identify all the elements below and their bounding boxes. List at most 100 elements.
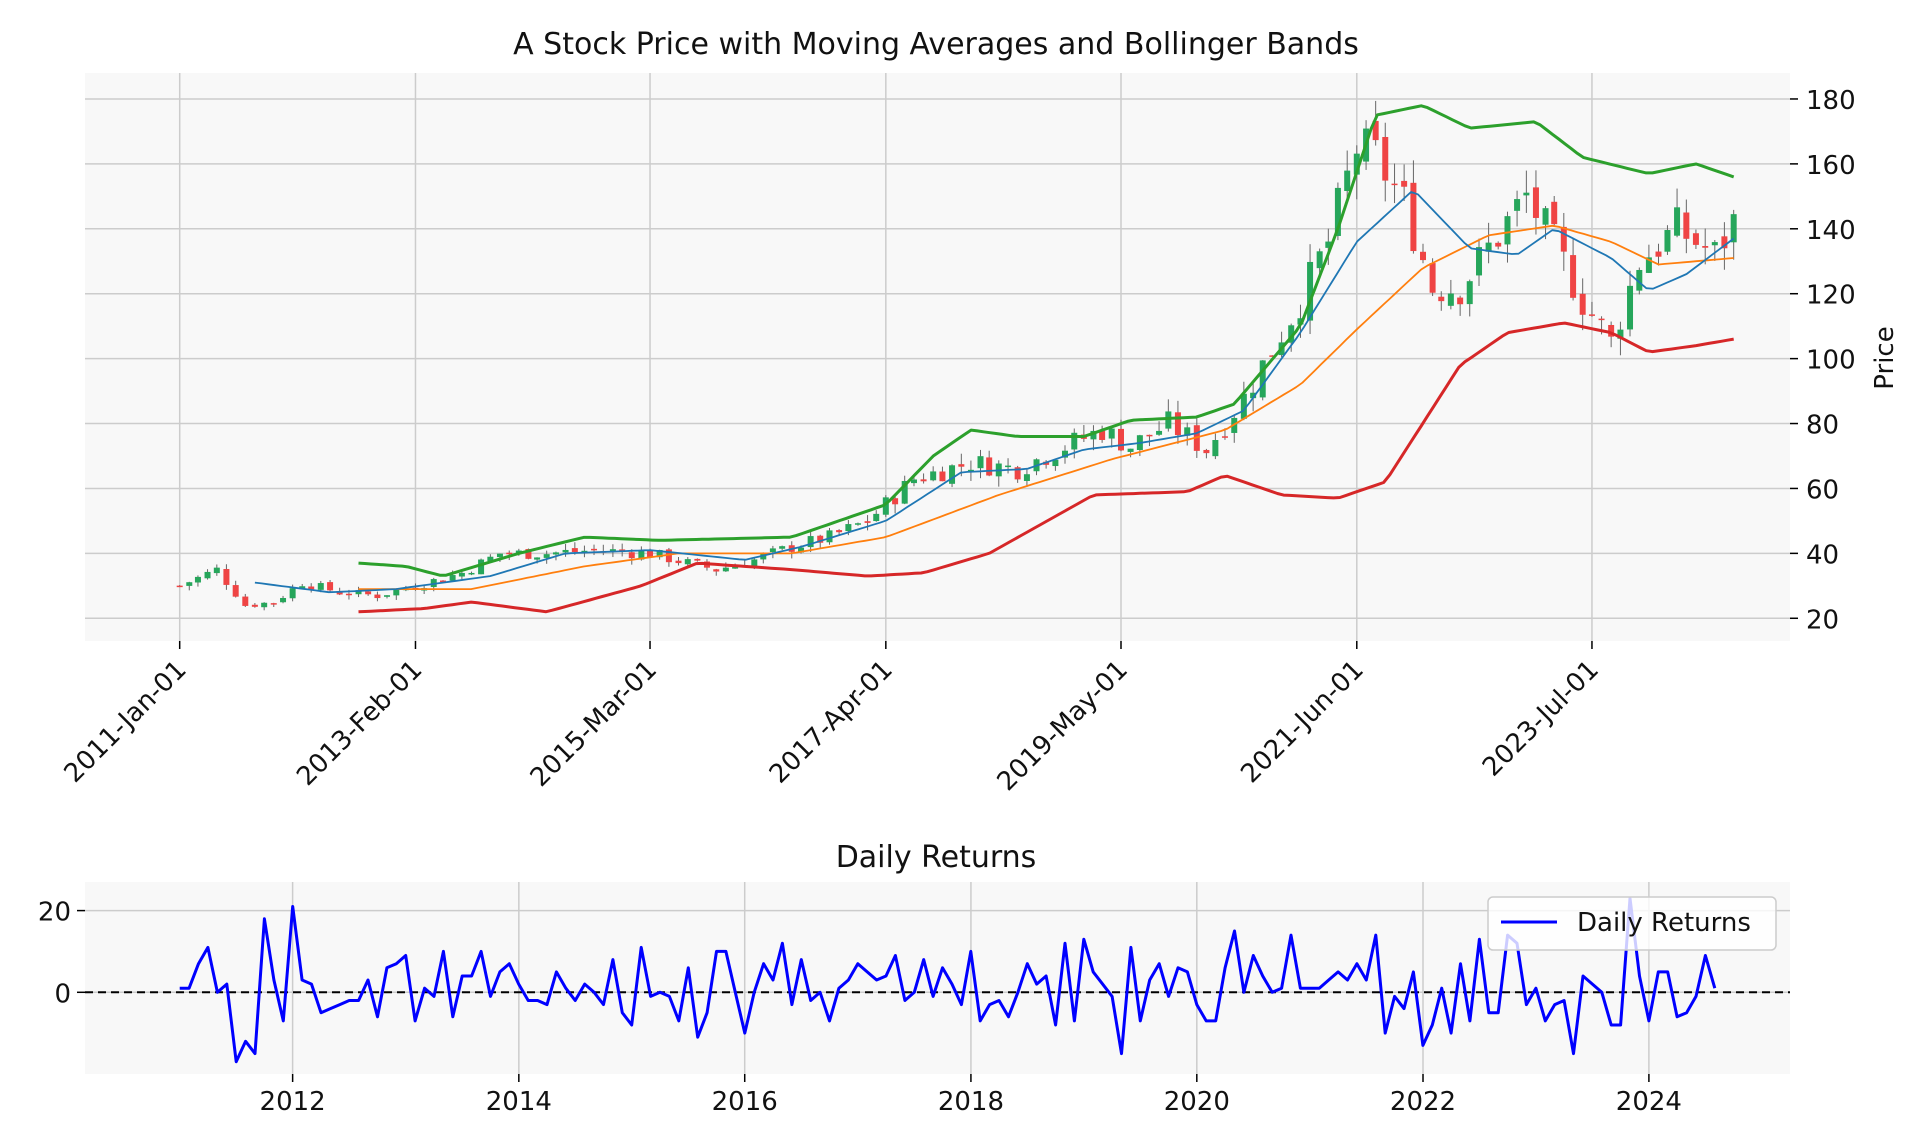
candle-body <box>345 593 352 596</box>
candle-body <box>261 602 268 608</box>
price-x-tick-label: 2019-May-01 <box>992 655 1134 797</box>
candle-body <box>986 457 993 476</box>
candle-body <box>336 591 343 595</box>
price-y-tick-label: 100 <box>1806 346 1856 376</box>
price-x-tick-marks <box>178 641 1593 649</box>
candle-body <box>1297 318 1304 325</box>
candle-body <box>1061 450 1068 458</box>
candle-body <box>525 549 532 559</box>
candle-body <box>449 575 456 581</box>
candle-body <box>1014 467 1021 480</box>
candle-body <box>628 552 635 559</box>
returns-x-tick-label: 2016 <box>712 1087 778 1117</box>
candle-body <box>779 546 786 549</box>
candle-body <box>289 588 296 599</box>
candle-body <box>1447 293 1454 306</box>
candle-body <box>1288 325 1295 343</box>
legend-box <box>1487 896 1777 951</box>
candle-body <box>1127 448 1134 452</box>
candlesticks <box>176 100 1737 611</box>
candle-body <box>967 469 974 472</box>
candle-body <box>1221 436 1228 438</box>
candle-body <box>1645 257 1652 273</box>
candle-body <box>1485 242 1492 252</box>
candle-body <box>581 550 588 553</box>
returns-y-tick-label: 20 <box>38 898 71 928</box>
candle-body <box>1636 269 1643 291</box>
candle-body <box>1730 214 1737 243</box>
candle-body <box>1532 187 1539 218</box>
price-y-tick-label: 160 <box>1806 151 1856 181</box>
candle-body <box>1711 242 1718 246</box>
candle-body <box>1617 329 1624 339</box>
candle-body <box>1664 230 1671 252</box>
price-y-tick-label: 80 <box>1806 411 1839 441</box>
candle-body <box>299 586 306 590</box>
candle-body <box>242 596 249 606</box>
candle-body <box>722 567 729 572</box>
candle-body <box>1579 293 1586 315</box>
candle-body <box>694 558 701 561</box>
candle-body <box>176 585 183 588</box>
returns-x-tick-label: 2018 <box>938 1087 1004 1117</box>
candle-body <box>769 548 776 553</box>
candle-body <box>552 552 559 555</box>
candle-body <box>1410 182 1417 252</box>
price-x-tick-label: 2021-Jun-01 <box>1235 655 1369 789</box>
short-moving-average-line <box>254 191 1735 594</box>
price-x-tick-labels: 2011-Jan-01 2013-Feb-01 2015-Mar-01 2017-Ap… <box>59 655 1605 797</box>
candle-body <box>468 572 475 575</box>
returns-x-tick-label: 2014 <box>486 1087 552 1117</box>
candle-body <box>836 530 843 533</box>
candle-body <box>1156 430 1163 435</box>
candle-body <box>807 536 814 548</box>
returns-x-tick-labels: 2012 2014 2016 2018 2020 2022 2024 <box>260 1087 1682 1117</box>
candle-body <box>1090 430 1097 440</box>
candle-body <box>910 479 917 484</box>
candle-body <box>1250 392 1257 399</box>
candle-body <box>864 521 871 523</box>
candle-body <box>496 553 503 558</box>
candle-body <box>675 560 682 564</box>
candle-body <box>440 580 447 583</box>
upper-bollinger-band-line <box>358 104 1735 577</box>
candle-body <box>1702 246 1709 248</box>
candle-body <box>892 498 899 505</box>
candle-body <box>920 479 927 482</box>
candle-body <box>1372 120 1379 141</box>
candle-body <box>458 572 465 577</box>
candle-body <box>854 523 861 525</box>
price-y-tick-label: 20 <box>1806 605 1839 635</box>
candle-body <box>1514 199 1521 211</box>
long-moving-average-line <box>358 224 1734 590</box>
candle-body <box>713 569 720 572</box>
price-x-tick-label: 2015-Mar-01 <box>525 655 663 793</box>
legend-label: Daily Returns <box>1577 908 1751 938</box>
price-chart-title: A Stock Price with Moving Averages and B… <box>513 27 1359 62</box>
candle-body <box>280 597 287 603</box>
price-y-tick-label: 180 <box>1806 86 1856 116</box>
candle-body <box>1259 360 1266 398</box>
price-plot-area <box>85 73 1790 641</box>
candle-body <box>1353 153 1360 175</box>
candle-body <box>308 586 315 590</box>
candle-body <box>1269 355 1276 357</box>
returns-x-tick-label: 2024 <box>1616 1087 1682 1117</box>
candle-body <box>562 549 569 553</box>
candle-body <box>1052 459 1059 467</box>
candle-body <box>1588 314 1595 316</box>
candle-body <box>393 589 400 596</box>
candle-body <box>684 559 691 565</box>
price-x-tick-label: 2011-Jan-01 <box>59 655 193 789</box>
candle-body <box>487 556 494 562</box>
candle-body <box>1099 430 1106 440</box>
returns-chart-title: Daily Returns <box>836 840 1037 875</box>
candle-body <box>665 549 672 563</box>
candle-body <box>1117 428 1124 451</box>
price-chart: A Stock Price with Moving Averages and B… <box>59 27 1900 797</box>
candle-body <box>949 465 956 484</box>
candle-body <box>1655 251 1662 257</box>
returns-y-tick-labels: 0 20 <box>38 898 71 1010</box>
candle-body <box>817 535 824 543</box>
